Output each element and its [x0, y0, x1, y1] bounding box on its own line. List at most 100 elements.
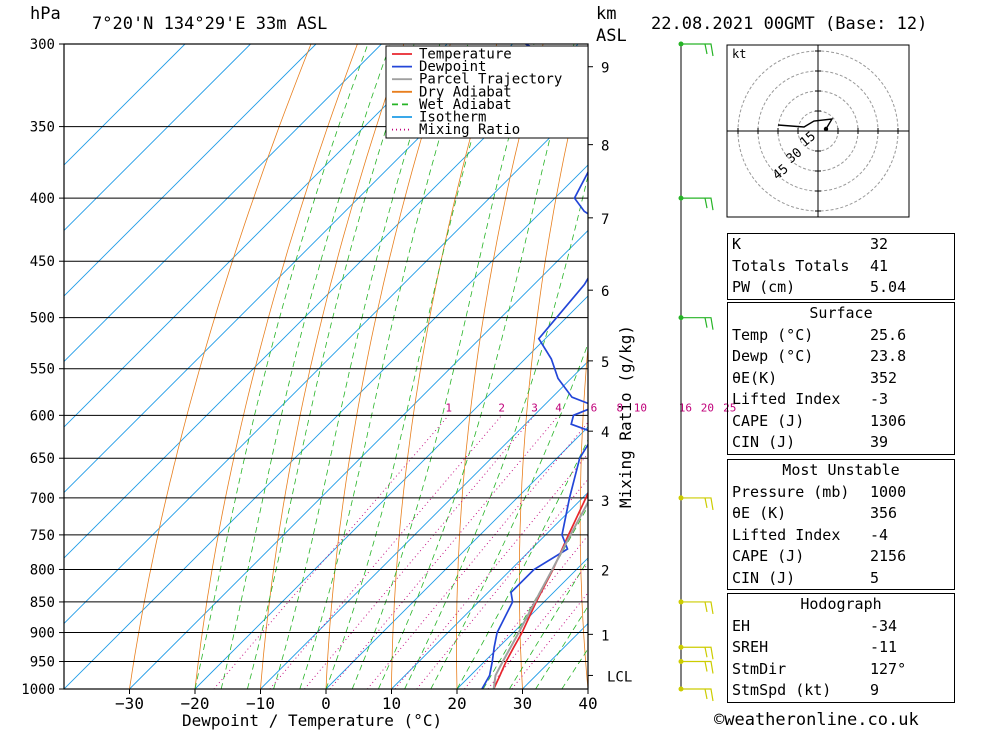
pressure-tick-label: 350 — [30, 120, 55, 136]
wet-adiabat-line — [220, 44, 391, 689]
pressure-tick-label: 550 — [30, 362, 55, 378]
temperature-tick-label: 30 — [513, 694, 532, 713]
pressure-tick-label: 300 — [30, 37, 55, 53]
pressure-tick-label: 650 — [30, 451, 55, 467]
altitude-axis: 1 2 3 4 5 6 7 8 9 LCL — [588, 61, 632, 685]
pressure-tick-label: 800 — [30, 562, 55, 578]
temperature-tick-label: 0 — [321, 694, 331, 713]
isotherm-line — [64, 44, 448, 428]
wet-adiabat-line — [247, 44, 415, 689]
wind-barb — [681, 317, 714, 330]
table-label: Dewp (°C) — [732, 347, 814, 365]
table-value: 32 — [870, 235, 889, 253]
wind-barb-feather — [704, 317, 708, 328]
isotherm-line — [64, 98, 588, 625]
temperature-tick-label: 40 — [578, 694, 597, 713]
y2-axis-label: Mixing Ratio (g/kg) — [616, 325, 635, 508]
surface-table: Surface Temp (°C) 25.6 Dewp (°C) 23.8 θE(K) 35… — [727, 302, 955, 455]
altitude-tick-label: 6 — [601, 284, 609, 300]
table-label: θE (K) — [732, 504, 787, 522]
wind-barb — [681, 601, 714, 615]
table-label: Pressure (mb) — [732, 482, 850, 501]
table-label: StmSpd (kt) — [732, 681, 832, 699]
table-row: K 32 — [728, 234, 954, 256]
table-row: CAPE (J) 2156 — [728, 546, 954, 568]
dry-adiabat-line — [325, 44, 451, 689]
legend-entry: Mixing Ratio — [419, 122, 520, 138]
temperature-axis: −30 −20 −10 0 10 20 30 40 — [115, 689, 598, 713]
km-unit: km — [596, 4, 616, 24]
wet-adiabat-line — [299, 44, 469, 689]
mixing-ratio-line — [464, 534, 588, 689]
temperature-line — [492, 491, 588, 689]
table-row: StmSpd (kt) 9 — [728, 680, 954, 702]
table-row: Lifted Index -3 — [728, 389, 954, 411]
mixing-ratio-line — [394, 453, 588, 689]
altitude-tick-label: 1 — [601, 628, 609, 644]
table-value: 23.8 — [870, 347, 907, 365]
mixing-ratio-labels: 1 2 3 4 6 8 10 16 20 25 — [445, 401, 736, 414]
isotherm-line — [260, 360, 588, 689]
pressure-tick-label: 500 — [30, 311, 55, 327]
altitude-tick-label: 9 — [601, 61, 609, 77]
wind-barb — [681, 197, 714, 211]
table-row: CIN (J) 39 — [728, 432, 954, 454]
isotherm-line — [64, 44, 513, 494]
storm-motion-point — [823, 126, 829, 132]
wet-adiabat-line — [325, 44, 500, 689]
wet-adiabat-line — [430, 342, 588, 689]
temperature-tick-label: −20 — [181, 694, 210, 713]
table-row: Temp (°C) 25.6 — [728, 325, 954, 347]
pressure-unit: hPa — [30, 4, 61, 24]
legend-entry: Temperature — [419, 47, 512, 63]
table-value: 356 — [870, 504, 898, 522]
table-label: K — [732, 235, 742, 253]
wind-barb — [681, 43, 714, 57]
table-row: PW (cm) 5.04 — [728, 277, 954, 299]
dry-adiabat-line — [129, 44, 312, 689]
table-row: Dewp (°C) 23.8 — [728, 346, 954, 368]
parcel-trajectory-line — [492, 500, 588, 689]
hodograph-unit: kt — [732, 47, 746, 61]
lcl-label: LCL — [607, 669, 632, 685]
wind-barb — [681, 497, 714, 511]
wind-barb-feather — [704, 198, 708, 209]
pressure-tick-label: 1000 — [21, 682, 55, 698]
pressure-tick-label: 950 — [30, 655, 55, 671]
table-value: 2156 — [870, 547, 907, 565]
table-row: θE(K) 352 — [728, 368, 954, 390]
isotherm-line — [64, 44, 579, 559]
pressure-tick-label: 400 — [30, 191, 55, 207]
altitude-tick-label: 3 — [601, 494, 609, 510]
table-row: Pressure (mb) 1000 — [728, 482, 954, 504]
table-value: 352 — [870, 368, 898, 387]
table-value: 41 — [870, 256, 889, 275]
isobars — [64, 43, 588, 690]
pressure-tick-label: 700 — [30, 491, 55, 507]
asl-unit: ASL — [596, 26, 627, 46]
isotherm-line — [64, 44, 186, 166]
legend-entry: Isotherm — [419, 110, 486, 126]
mixing-ratio-label: 6 — [591, 401, 598, 414]
dewpoint-line — [481, 44, 588, 689]
wind-barb-feather — [704, 497, 708, 509]
table-label: θE(K) — [732, 368, 778, 387]
table-label: SREH — [732, 638, 769, 656]
table-title: Surface — [809, 304, 873, 322]
table-value: 1000 — [870, 482, 907, 501]
mixing-ratio-label: 4 — [555, 401, 562, 414]
table-row: Totals Totals 41 — [728, 256, 954, 278]
wet-adiabat-line — [351, 44, 535, 689]
mixing-ratio-label: 10 — [634, 401, 647, 414]
table-value: 127° — [870, 659, 907, 678]
temperature-tick-label: −10 — [246, 694, 275, 713]
pressure-tick-label: 850 — [30, 595, 55, 611]
mixing-ratio-label: 1 — [445, 401, 452, 414]
mixing-ratio-label: 20 — [701, 401, 714, 414]
dry-adiabat-line — [639, 44, 682, 689]
mixing-ratio-line — [416, 478, 588, 689]
wet-adiabat-line — [194, 44, 369, 689]
wind-barb-feather — [704, 688, 708, 700]
isotherm-line — [456, 557, 588, 689]
